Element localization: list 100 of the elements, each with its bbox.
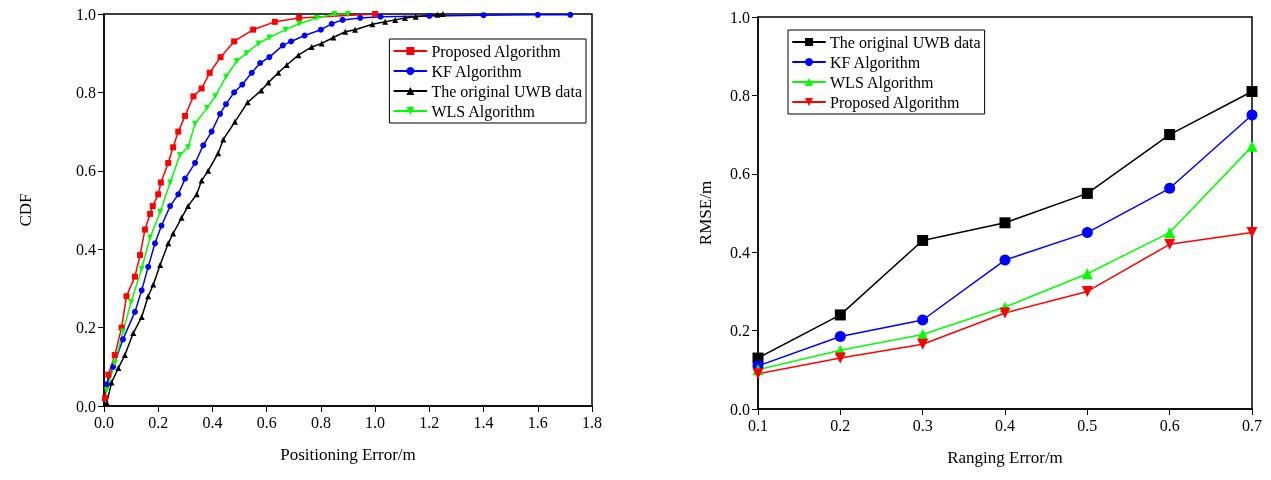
point [275,69,282,76]
point [208,128,215,135]
point [288,38,295,45]
point [917,338,929,350]
point [248,69,255,76]
point [167,203,174,210]
point [331,11,338,17]
point [102,395,109,402]
y-tick-label: 0.6 [730,165,750,183]
legend-label: The original UWB data [830,33,981,52]
point [255,40,262,47]
x-tick-label: 0.1 [748,416,768,434]
x-tick-label: 0.4 [995,416,1015,434]
x-tick-label: 0.4 [202,413,223,431]
point [182,112,189,119]
point [250,26,257,33]
point [231,38,238,45]
point [178,214,185,221]
point [212,93,219,100]
x-tick-label: 0.0 [94,413,114,431]
point [215,150,222,157]
x-tick-label: 1.8 [582,413,602,431]
point [137,252,144,259]
point [352,26,359,33]
point [165,159,172,166]
point [147,234,154,241]
point [123,293,130,300]
point [205,167,212,174]
y-axis-title: RMSE/m [696,180,715,246]
point [834,330,846,342]
point [217,110,224,117]
point [175,128,182,135]
point [1164,182,1176,194]
point [204,105,211,112]
point [1164,129,1176,141]
point [1246,227,1258,239]
point [999,307,1011,319]
point [1246,140,1258,152]
x-tick-label: 0.5 [1077,416,1098,434]
point [138,287,145,294]
y-tick-label: 0.2 [76,319,96,337]
point [185,203,192,210]
point [392,16,399,23]
point [155,191,162,198]
point [301,32,308,39]
point [1081,227,1093,239]
point [200,142,207,149]
y-tick-label: 0.6 [76,162,96,180]
point [534,11,541,18]
point [157,179,164,186]
y-tick-label: 0.8 [76,83,96,101]
legend-label: KF Algorithm [830,53,921,72]
legend-label: Proposed Algorithm [830,93,960,112]
point [185,144,192,151]
point [141,226,148,233]
point [369,21,376,28]
point [567,11,574,18]
point [1246,85,1258,97]
point [439,11,446,17]
point [917,314,929,326]
legend-label: KF Algorithm [431,62,523,81]
x-tick-label: 1.0 [365,413,386,431]
point [412,13,419,20]
point [231,89,238,96]
point [266,54,273,61]
point [345,11,351,17]
point [1081,285,1093,297]
point [121,352,128,359]
point [434,11,441,18]
point [138,314,145,321]
legend-label: WLS Algorithm [431,102,536,121]
point [999,254,1011,266]
legend-label: The original UWB data [431,82,583,101]
y-tick-label: 0.0 [730,400,750,418]
point [175,191,182,198]
y-tick-label: 0.8 [730,86,750,104]
point [1081,187,1093,199]
point [223,101,229,108]
point [190,93,197,100]
x-tick-label: 0.7 [1242,416,1262,434]
point [426,12,433,19]
point [243,50,250,57]
point [372,11,379,17]
x-tick-label: 1.2 [419,413,440,431]
point [192,120,199,127]
point [233,58,240,65]
point [257,60,264,66]
y-axis-title: CDF [16,193,35,227]
point [157,261,164,268]
point [231,118,238,125]
point [111,352,118,359]
point [119,336,126,343]
point [149,203,156,210]
point [131,308,138,315]
point [480,12,487,19]
point [271,18,278,25]
point [752,368,764,380]
legend-label: Proposed Algorithm [431,42,562,61]
x-tick-label: 0.6 [1159,416,1180,434]
point [182,175,189,182]
